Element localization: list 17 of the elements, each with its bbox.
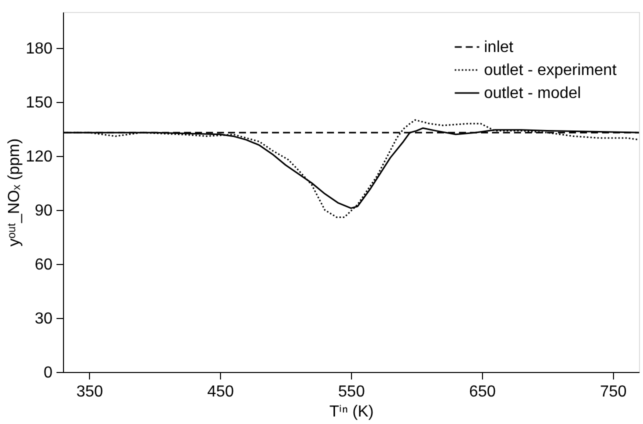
y-axis-title: yᵒᵘᵗ_NOₓ (ppm) (6, 138, 23, 247)
x-tick-label: 750 (600, 384, 627, 400)
y-tick-label: 150 (26, 94, 53, 112)
y-tick-label: 30 (34, 310, 53, 328)
legend-label: inlet (484, 39, 514, 56)
legend-label: outlet - experiment (484, 62, 618, 79)
y-tick-label: 180 (26, 40, 53, 58)
y-tick-label: 60 (34, 256, 53, 274)
y-tick-label: 0 (44, 364, 53, 382)
x-tick-label: 550 (338, 384, 365, 400)
x-axis-title: Tⁱⁿ (K) (329, 404, 374, 420)
x-tick-label: 350 (76, 384, 104, 400)
legend-label: outlet - model (484, 85, 581, 102)
x-tick-label: 450 (207, 384, 234, 400)
y-tick-label: 120 (26, 148, 53, 166)
y-tick-label: 90 (34, 202, 53, 220)
x-tick-label: 650 (469, 384, 496, 400)
